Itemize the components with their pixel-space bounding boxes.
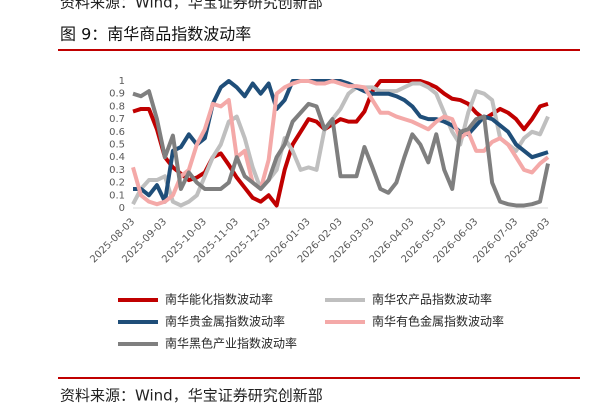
y-tick-label: 0.4 <box>109 152 125 163</box>
y-tick-label: 0.9 <box>109 89 125 100</box>
header-source: 资料来源：Wind，华宝证券研究创新部 <box>60 0 323 12</box>
chart-title: 图 9：南华商品指数波动率 <box>60 25 251 44</box>
legend-label: 南华农产品指数波动率 <box>372 292 492 307</box>
y-tick-label: 0.3 <box>109 165 125 176</box>
y-tick-label: 0.5 <box>109 140 125 151</box>
source: 资料来源：Wind，华宝证券研究创新部 <box>60 387 323 405</box>
legend-label: 南华黑色产业指数波动率 <box>165 336 297 351</box>
series-line <box>131 79 550 207</box>
series-line <box>131 81 550 208</box>
y-tick-label: 0.2 <box>109 178 125 189</box>
series-line <box>133 79 549 204</box>
y-tick-label: 1 <box>119 76 125 87</box>
y-tick-label: 0.6 <box>109 127 125 138</box>
y-tick-label: 0.1 <box>109 190 125 201</box>
legend-label: 南华贵金属指数波动率 <box>165 314 285 329</box>
series-line <box>132 89 550 208</box>
legend-label: 南华有色金属指数波动率 <box>372 314 504 329</box>
legend-label: 南华能化指数波动率 <box>165 292 273 307</box>
series-line <box>132 79 549 208</box>
y-tick-label: 0 <box>119 203 125 214</box>
y-tick-label: 0.8 <box>109 101 125 112</box>
y-tick-label: 0.7 <box>109 114 125 125</box>
